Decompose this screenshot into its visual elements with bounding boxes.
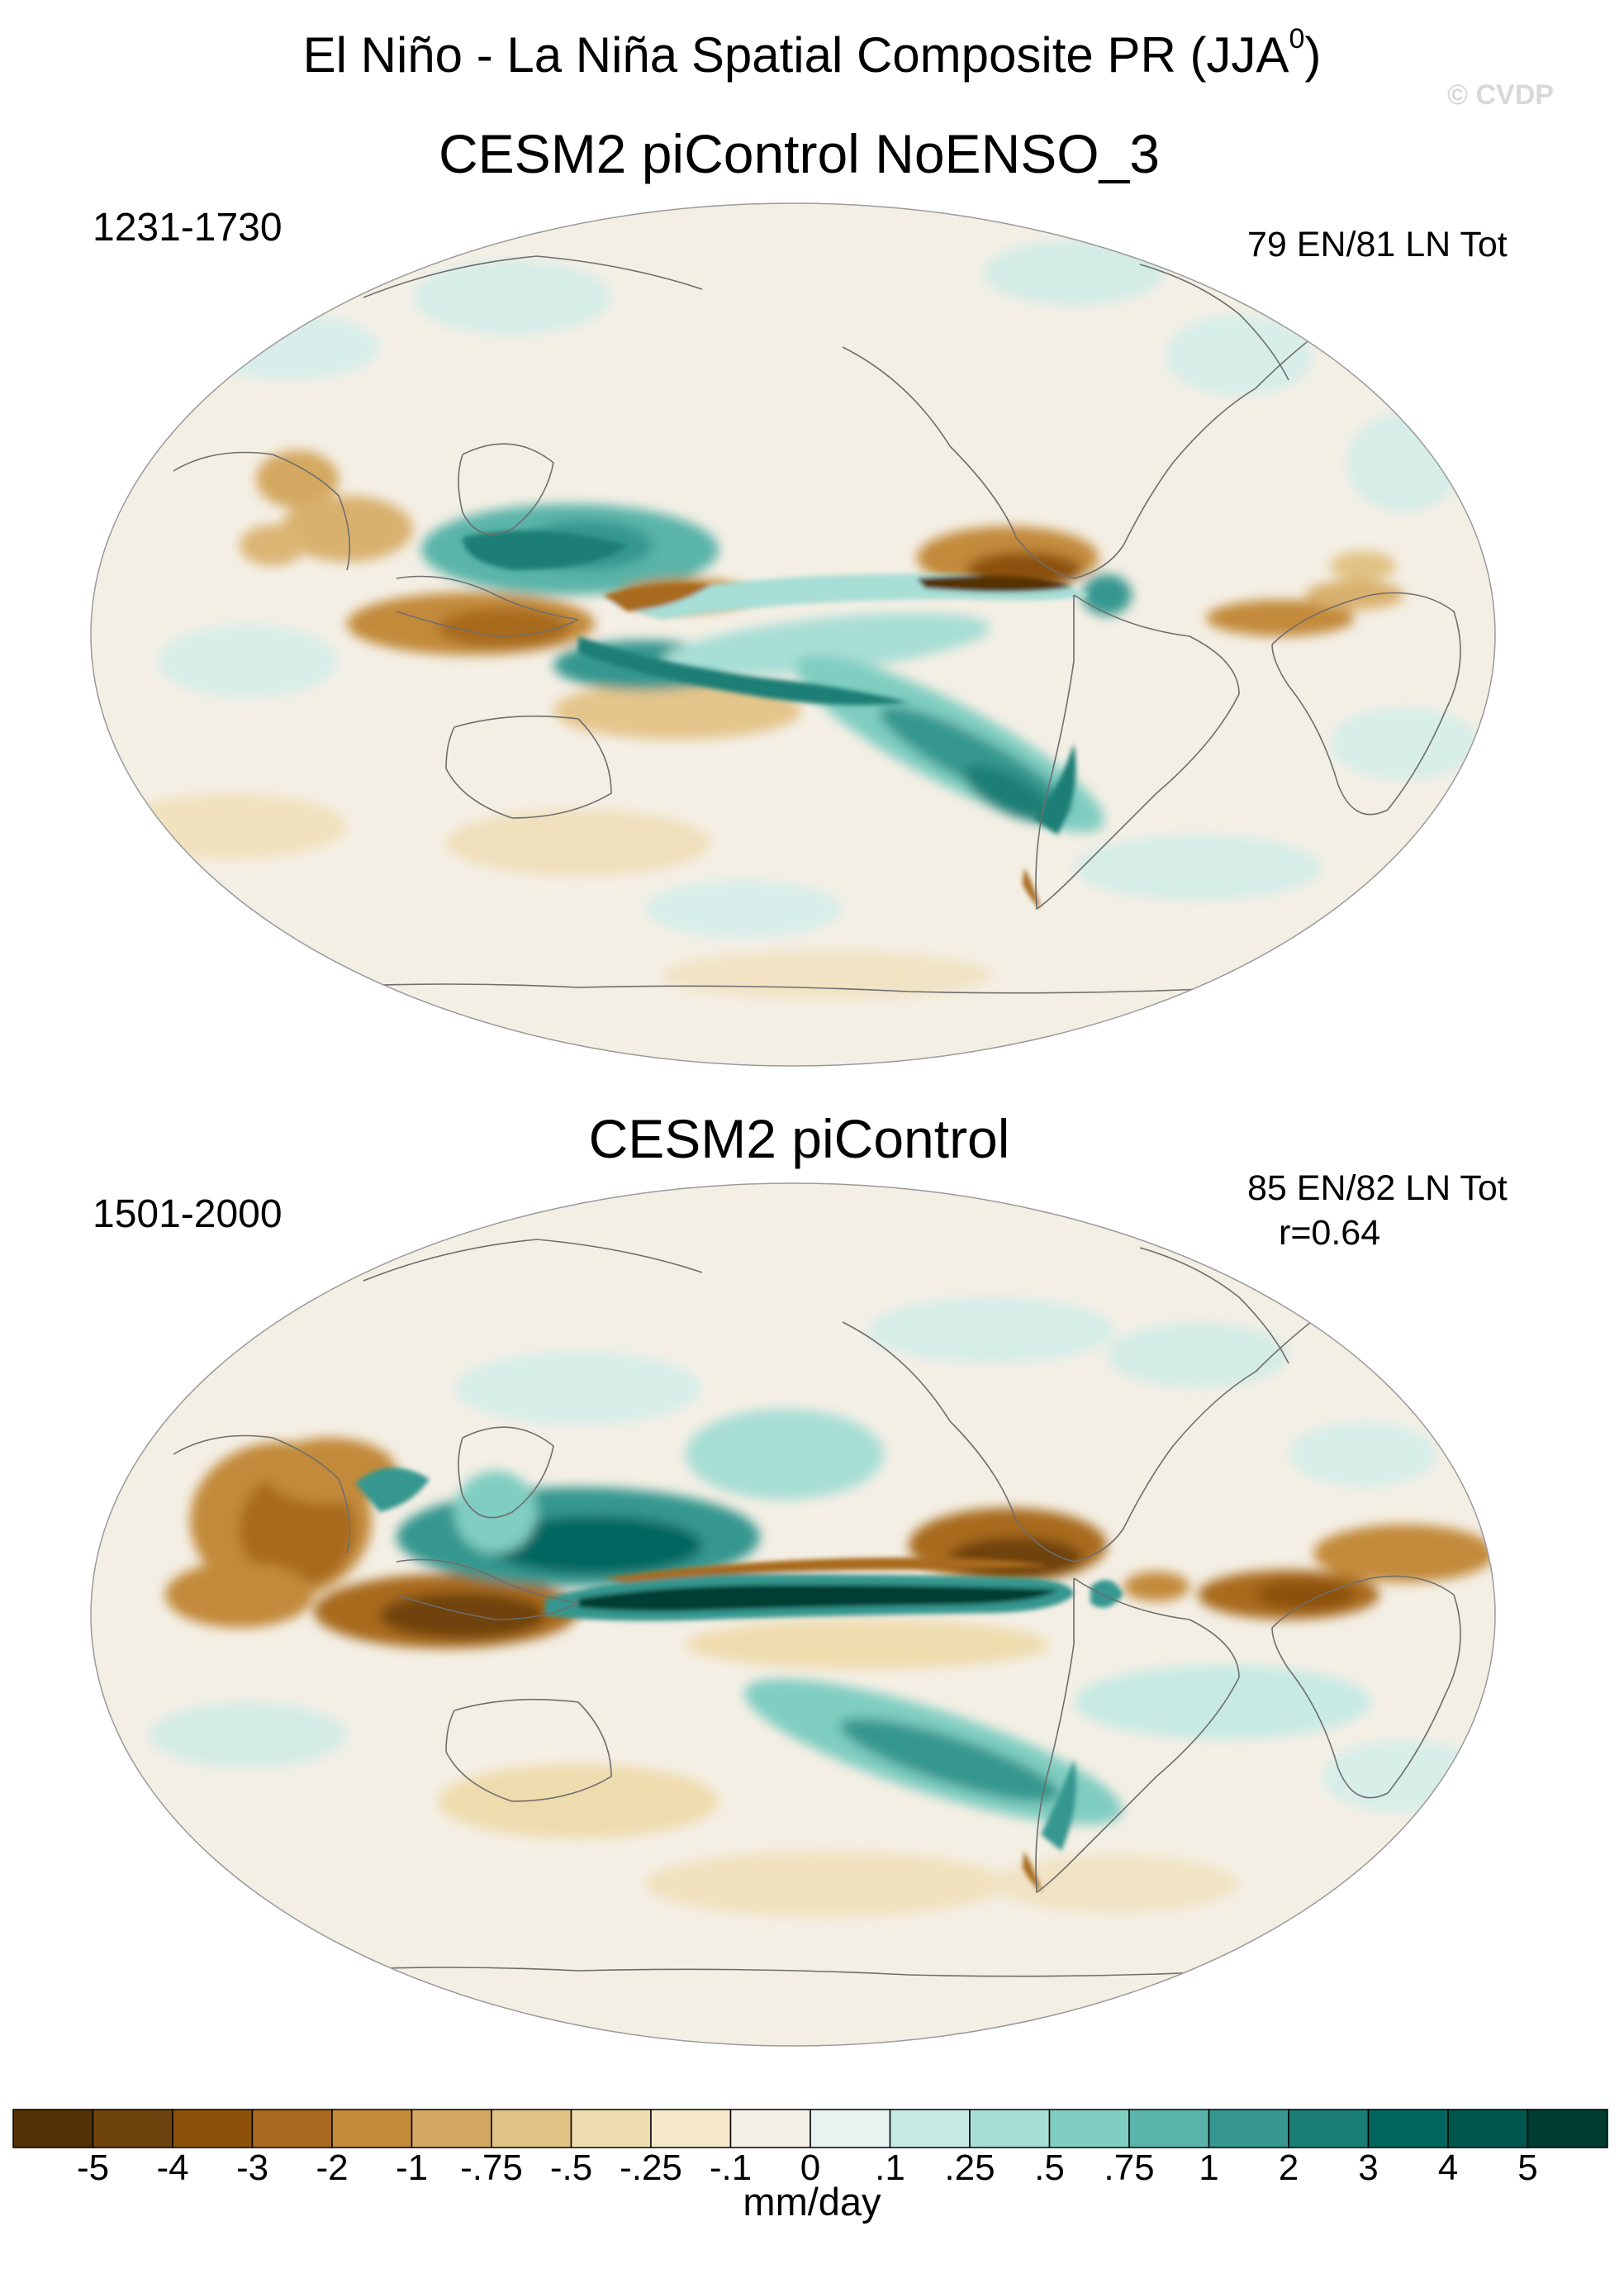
colorbar-swatch (1527, 2109, 1608, 2148)
colorbar-tick-label: .5 (1034, 2148, 1065, 2188)
colorbar-tick-label: -1 (396, 2148, 428, 2188)
figure-title: El Niño - La Niña Spatial Composite PR (… (302, 23, 1322, 83)
colorbar-tick-label: 3 (1358, 2148, 1378, 2188)
colorbar-tick-label: 4 (1438, 2148, 1458, 2188)
colorbar-swatch (12, 2109, 94, 2148)
cvdp-credit: © CVDP (1447, 79, 1554, 111)
panel-1-counts: 79 EN/81 LN Tot (1247, 225, 1508, 264)
colorbar-swatch (810, 2109, 891, 2148)
colorbar-swatch (331, 2109, 413, 2148)
colorbar-swatch (1367, 2109, 1449, 2148)
colorbar-swatch (1447, 2109, 1529, 2148)
colorbar-swatch (650, 2109, 732, 2148)
colorbar-tick-label: -.25 (620, 2148, 682, 2188)
colorbar-tick-label: -.1 (710, 2148, 752, 2188)
colorbar-tick-label: -.5 (550, 2148, 592, 2188)
panel-2-pattern-correlation: r=0.64 (1279, 1213, 1381, 1253)
colorbar (12, 2109, 1608, 2148)
colorbar-swatch (889, 2109, 971, 2148)
panel-2-title: CESM2 piControl (588, 1108, 1010, 1169)
colorbar-tick-label: 2 (1279, 2148, 1299, 2188)
colorbar-swatch (491, 2109, 572, 2148)
colorbar-tick-label: -5 (77, 2148, 109, 2188)
colorbar-tick-label: 1 (1199, 2148, 1218, 2188)
panel-1-title: CESM2 piControl NoENSO_3 (438, 123, 1161, 184)
panel-2-map-outline (90, 1182, 1496, 2047)
colorbar-units: mm/day (743, 2180, 881, 2224)
colorbar-swatch (411, 2109, 492, 2148)
panel-2-map (91, 1183, 1495, 2046)
colorbar-swatch (729, 2109, 811, 2148)
colorbar-tick-label: 0 (800, 2148, 820, 2188)
colorbar-tick-label: 5 (1517, 2148, 1537, 2188)
colorbar-swatch (251, 2109, 333, 2148)
colorbar-swatch (1048, 2109, 1130, 2148)
colorbar-swatch (1128, 2109, 1210, 2148)
colorbar-swatch (1288, 2109, 1370, 2148)
colorbar-tick-label: .1 (875, 2148, 905, 2188)
panel-2-counts: 85 EN/82 LN Tot (1247, 1168, 1508, 1208)
colorbar-swatch (172, 2109, 254, 2148)
colorbar-tick-label: -3 (236, 2148, 268, 2188)
panel-1-years: 1231-1730 (93, 206, 283, 250)
colorbar-swatch (1208, 2109, 1289, 2148)
colorbar-tick-label: -2 (316, 2148, 348, 2188)
colorbar-tick-label: -4 (156, 2148, 188, 2188)
panel-1-map-outline (90, 202, 1496, 1067)
colorbar-tick-label: .75 (1104, 2148, 1154, 2188)
colorbar-tick-label: -.75 (460, 2148, 523, 2188)
colorbar-swatch (92, 2109, 173, 2148)
colorbar-tick-label: .25 (944, 2148, 995, 2188)
panel-1-map (91, 203, 1495, 1066)
colorbar-swatch (969, 2109, 1051, 2148)
colorbar-labels: -5 -4 -3 -2 -1 -.75 -.5 -.25 -.1 0 .1 .25 .5 .75 1 2 3 4 5 (77, 2148, 1538, 2188)
panel-2-years: 1501-2000 (93, 1192, 283, 1236)
colorbar-swatch (570, 2109, 652, 2148)
